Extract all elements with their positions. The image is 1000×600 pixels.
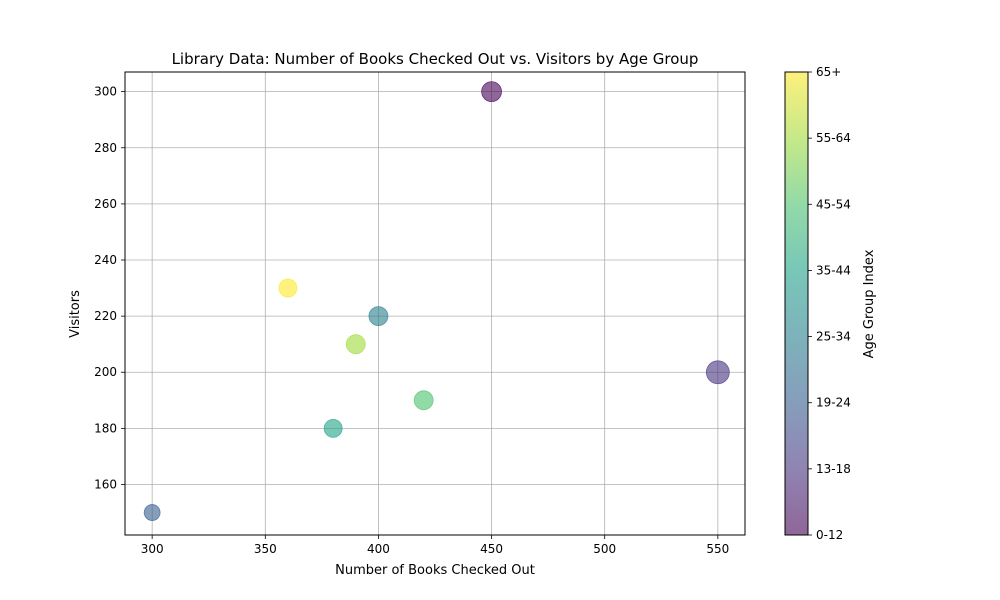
x-axis-label: Number of Books Checked Out — [335, 563, 535, 578]
colorbar: 0-12 13-18 19-24 25-34 35-44 45-54 55-64 65+ — [784, 65, 851, 542]
x-tick-label: 350 — [254, 542, 277, 556]
y-tick-label: 260 — [94, 197, 117, 211]
data-point-0-12 — [481, 81, 502, 103]
colorbar-tick-label: 45-54 — [816, 197, 851, 211]
data-point-55-64 — [345, 334, 366, 355]
colorbar-frame — [784, 71, 809, 536]
chart-title: Library Data: Number of Books Checked Ou… — [172, 50, 699, 68]
colorbar-tick-label: 55-64 — [816, 131, 851, 145]
x-tick-label: 400 — [367, 542, 390, 556]
data-point-19-24 — [143, 504, 161, 521]
colorbar-gradient — [785, 72, 808, 535]
colorbar-tick-label: 25-34 — [816, 330, 851, 344]
colorbar-tick-label: 19-24 — [816, 396, 851, 410]
colorbar-tick-label: 65+ — [816, 65, 841, 79]
data-point-13-18 — [705, 360, 730, 385]
y-tick-label: 300 — [94, 85, 117, 99]
x-tick-label: 550 — [706, 542, 729, 556]
colorbar-tick-label: 0-12 — [816, 528, 843, 542]
x-tick-label: 300 — [141, 542, 164, 556]
data-point-45-54 — [413, 390, 434, 411]
data-point-25-34 — [368, 306, 389, 327]
data-point-65plus — [278, 278, 298, 298]
y-tick-label: 220 — [94, 309, 117, 323]
y-tick-label: 280 — [94, 141, 117, 155]
colorbar-tick-label: 13-18 — [816, 462, 851, 476]
colorbar-label: Age Group Index — [862, 249, 877, 358]
x-tick-label: 450 — [480, 542, 503, 556]
y-axis-label: Visitors — [68, 290, 83, 338]
axes-frame — [124, 71, 746, 536]
x-tick-label: 500 — [593, 542, 616, 556]
y-tick-label: 200 — [94, 365, 117, 379]
data-point-35-44 — [323, 418, 343, 438]
y-tick-label: 160 — [94, 477, 117, 491]
colorbar-tick-label: 35-44 — [816, 263, 851, 277]
y-tick-label: 240 — [94, 253, 117, 267]
y-tick-label: 180 — [94, 421, 117, 435]
plot-area: 300 350 400 450 500 550 160 180 200 220 240 260 280 3… — [94, 71, 746, 556]
